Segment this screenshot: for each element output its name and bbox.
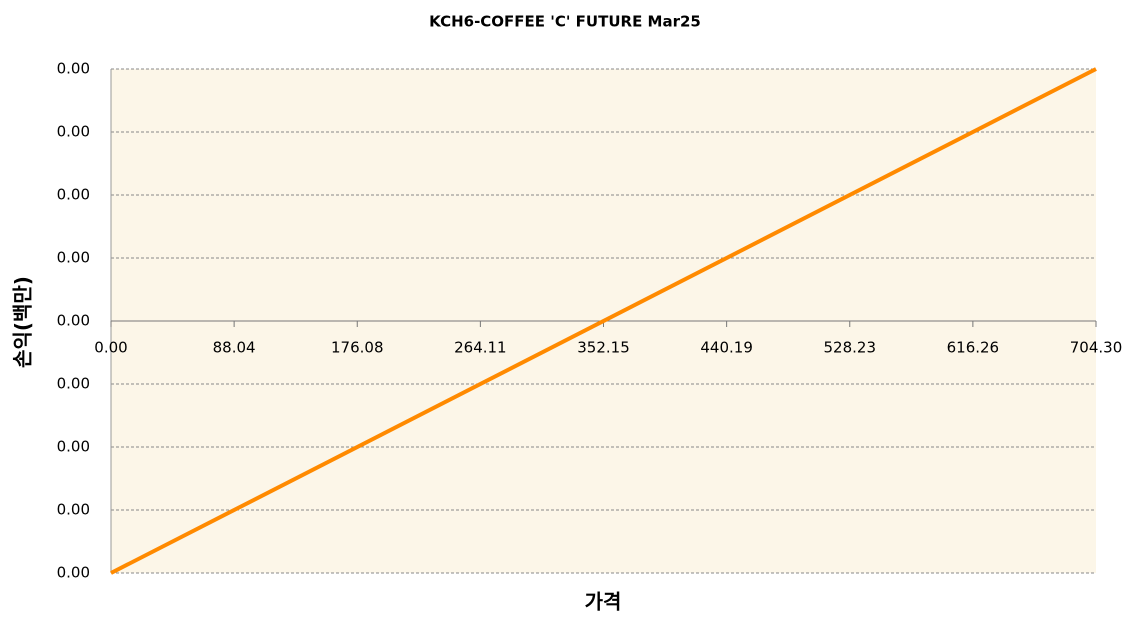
x-tick-label: 528.23	[824, 339, 877, 357]
y-tick-label: 0.00	[57, 564, 90, 582]
x-tick-label: 176.08	[331, 339, 384, 357]
y-tick-label: 0.00	[57, 186, 90, 204]
chart-title: KCH6-COFFEE 'C' FUTURE Mar25	[429, 13, 701, 31]
x-tick-label: 440.19	[700, 339, 753, 357]
x-tick-label: 704.30	[1070, 339, 1123, 357]
y-tick-label: 0.00	[57, 375, 90, 393]
y-tick-label: 0.00	[57, 60, 90, 78]
x-tick-label: 264.11	[454, 339, 507, 357]
x-tick-label: 616.26	[947, 339, 1000, 357]
x-tick-label: 88.04	[213, 339, 256, 357]
y-axis-label: 손익(백만)	[11, 276, 35, 368]
x-axis-label: 가격	[585, 590, 622, 614]
y-tick-label: 0.00	[57, 312, 90, 330]
y-tick-label: 0.00	[57, 123, 90, 141]
y-tick-label: 0.00	[57, 501, 90, 519]
line-series	[110, 67, 1097, 575]
y-tick-label: 0.00	[57, 249, 90, 267]
y-tick-label: 0.00	[57, 438, 90, 456]
x-tick-label: 352.15	[577, 339, 630, 357]
x-tick-label: 0.00	[94, 339, 127, 357]
